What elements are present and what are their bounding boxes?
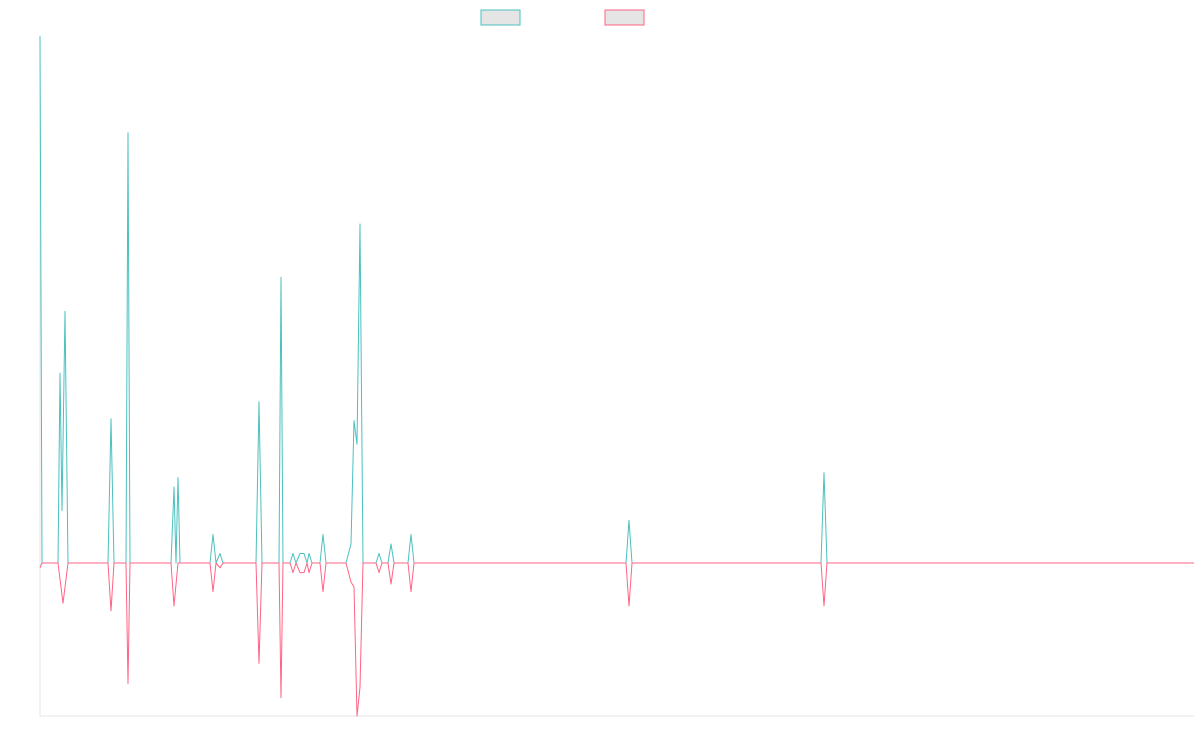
series-1-line [39,35,1194,564]
legend [480,9,645,26]
legend-swatch-series-2[interactable] [604,9,645,26]
plot-area [39,35,1194,717]
series-2-line [39,562,1194,717]
legend-swatch-series-1[interactable] [480,9,521,26]
axes [39,36,1194,717]
